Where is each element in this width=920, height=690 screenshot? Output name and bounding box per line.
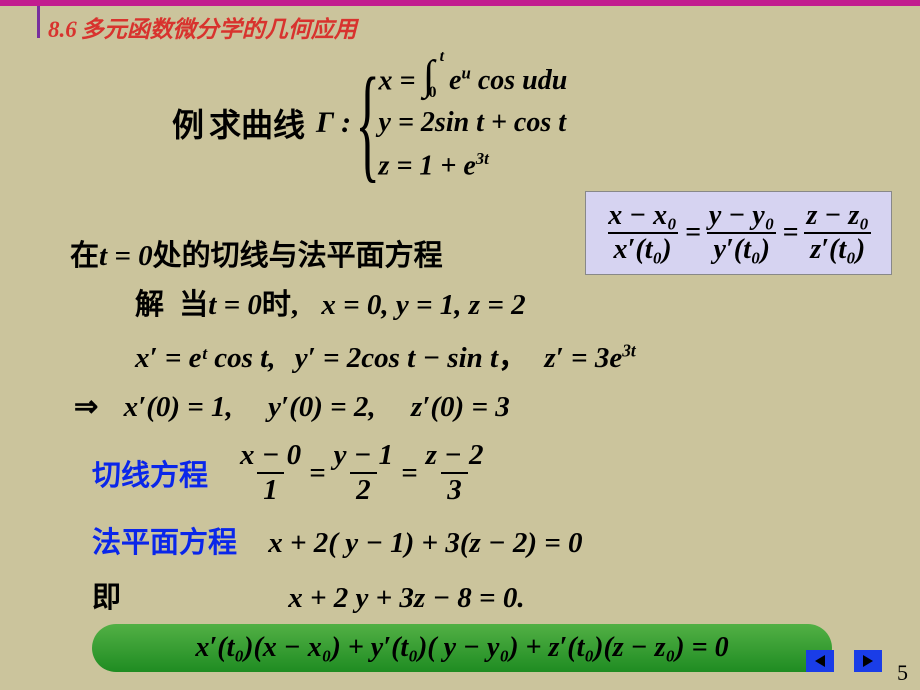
- int-lower: 0: [429, 88, 437, 98]
- normal-plane-equation: 法平面方程 x + 2( y − 1) + 3(z − 2) = 0: [92, 519, 583, 561]
- den: 3: [441, 472, 468, 507]
- next-button[interactable]: [854, 650, 882, 672]
- triangle-left-icon: [813, 654, 827, 668]
- num: z − z₀: [802, 200, 873, 232]
- point-values: x = 0, y = 1, z = 2: [321, 289, 525, 321]
- den: x′(t₀): [608, 232, 678, 266]
- normal-plane-label: 法平面方程: [92, 527, 237, 559]
- comma: ，: [498, 342, 527, 374]
- simplified-equation: 即 x + 2 y + 3z − 8 = 0.: [92, 574, 525, 616]
- frac-y: y − y₀ y′(t₀): [705, 200, 779, 266]
- section-number: 8.6: [48, 17, 77, 42]
- suffix: 处的切线与法平面方程: [153, 240, 443, 272]
- final-eq: x + 2 y + 3z − 8 = 0.: [288, 582, 524, 614]
- example-label: 例: [172, 100, 204, 146]
- prev-button[interactable]: [806, 650, 834, 672]
- dz0: z′(0) = 3: [411, 391, 510, 423]
- tangent-line-equation: 切线方程 x − 01 = y − 12 = z − 23: [92, 439, 491, 507]
- tangent-label: 切线方程: [92, 452, 208, 494]
- tangent-line-formula-box: x − x₀ x′(t₀) = y − y₀ y′(t₀) = z − z₀ z…: [585, 191, 892, 275]
- den: 2: [350, 472, 377, 507]
- suffix: 时,: [262, 289, 298, 321]
- normal-plane-eq: x + 2( y − 1) + 3(z − 2) = 0: [268, 527, 582, 559]
- normal-plane-formula-box: x′(t₀)(x − x₀) + y′(t₀)( y − y₀) + z′(t₀…: [92, 624, 832, 672]
- eq-z-exp: 3t: [476, 149, 489, 168]
- derivatives: x′ = eᵗ cos t, y′ = 2cos t − sin t， z′ =…: [135, 334, 636, 376]
- eq-sign: =: [685, 217, 701, 249]
- navigation-buttons: [806, 650, 882, 672]
- ie-label: 即: [92, 582, 121, 614]
- eq-x: x = ∫ t 0 eu cos udu: [379, 64, 568, 97]
- eq-sign: =: [783, 217, 799, 249]
- cond: t = 0: [99, 240, 153, 272]
- eq-z-lhs: z = 1 + e: [379, 151, 476, 182]
- num: y − y₀: [705, 200, 779, 232]
- cond: t = 0: [208, 289, 262, 321]
- dz-exp: 3t: [622, 340, 636, 360]
- curly-brace: {: [356, 66, 381, 181]
- dx: x′ = eᵗ cos t,: [135, 342, 275, 374]
- tangent-fracs: x − 01 = y − 12 = z − 23: [232, 439, 491, 507]
- prefix: 在: [70, 240, 99, 272]
- eq-x-lhs: x =: [379, 65, 416, 96]
- derivative-values: ⇒ x′(0) = 1, y′(0) = 2, z′(0) = 3: [74, 389, 510, 424]
- problem-condition: 在t = 0处的切线与法平面方程: [70, 232, 443, 274]
- dz-lhs: z′ = 3e: [544, 342, 622, 374]
- normal-plane-formula: x′(t₀)(x − x₀) + y′(t₀)( y − y₀) + z′(t₀…: [195, 632, 728, 664]
- dx0: x′(0) = 1,: [124, 391, 233, 423]
- parametric-equations: x = ∫ t 0 eu cos udu y = 2sin t + cos t …: [379, 64, 568, 183]
- integral: ∫ t 0: [423, 64, 435, 89]
- slide-header: 8.6 多元函数微分学的几何应用: [0, 6, 920, 44]
- dz: z′ = 3e3t: [544, 342, 635, 374]
- eq-y: y = 2sin t + cos t: [379, 107, 568, 139]
- num: z − 2: [422, 439, 488, 472]
- integral-symbol: ∫ t 0: [423, 64, 435, 89]
- frac-z: z − z₀ z′(t₀): [802, 200, 873, 266]
- header-vertical-accent: [37, 6, 40, 38]
- problem-text: 求曲线: [209, 100, 305, 146]
- sol-label: 解: [135, 289, 164, 321]
- gamma-label: Γ :: [316, 106, 351, 140]
- section-title: 多元函数微分学的几何应用: [81, 17, 357, 42]
- dy: y′ = 2cos t − sin t: [295, 342, 498, 374]
- num: x − x₀: [604, 200, 681, 232]
- problem-statement: 例 求曲线 Γ : { x = ∫ t 0 eu cos udu y = 2si…: [172, 64, 567, 183]
- den: 1: [257, 472, 284, 507]
- eq: =: [401, 457, 418, 490]
- dy0: y′(0) = 2,: [268, 391, 376, 423]
- num: y − 1: [330, 439, 397, 472]
- integrand: eu cos udu: [449, 65, 567, 96]
- when: 当: [179, 289, 208, 321]
- solution-point: 解 当t = 0时, x = 0, y = 1, z = 2: [135, 281, 526, 323]
- num: x − 0: [236, 439, 305, 472]
- implies-arrow: ⇒: [74, 391, 98, 423]
- eq: =: [309, 457, 326, 490]
- frac-x: x − x₀ x′(t₀): [604, 200, 681, 266]
- eq-z: z = 1 + e3t: [379, 149, 568, 182]
- den: y′(t₀): [707, 232, 776, 266]
- den: z′(t₀): [804, 232, 871, 266]
- triangle-right-icon: [861, 654, 875, 668]
- page-number: 5: [897, 660, 908, 686]
- int-upper: t: [440, 52, 444, 62]
